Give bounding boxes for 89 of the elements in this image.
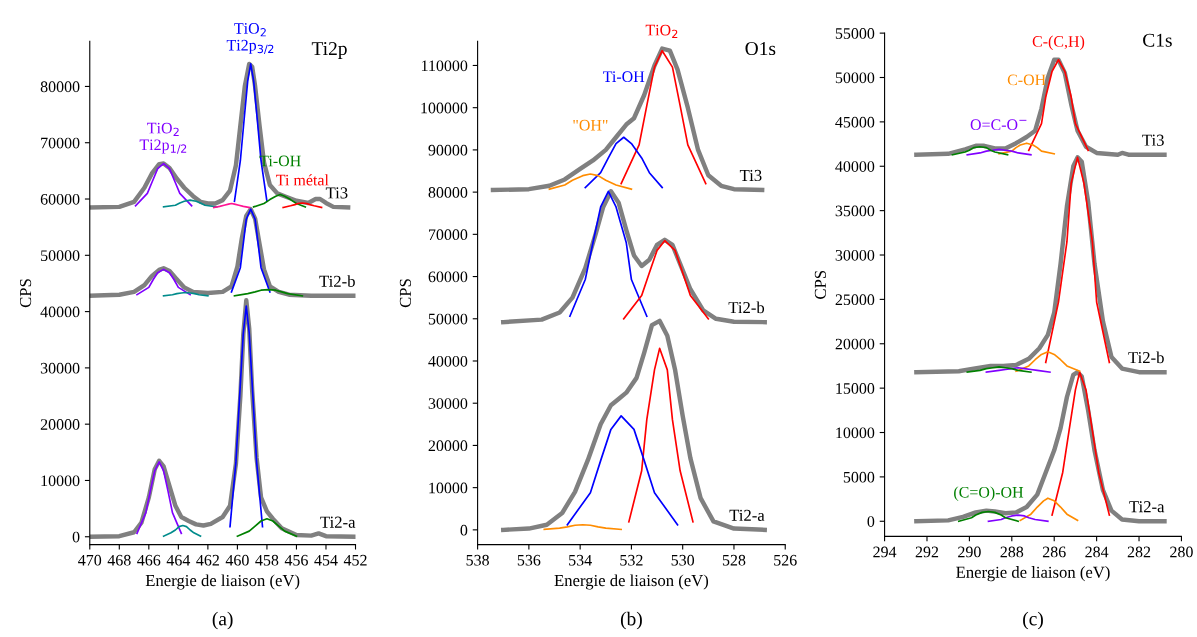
y-tick-label: 70000 xyxy=(429,229,468,241)
y-tick-label: 10000 xyxy=(41,475,80,487)
y-tick-label: 0 xyxy=(72,531,80,543)
y-axis-title: CPS xyxy=(19,279,32,308)
y-tick-label: 90000 xyxy=(428,144,468,156)
y-tick-label: 20000 xyxy=(40,419,80,430)
x-tick-label: 454 xyxy=(314,554,338,566)
y-axis-title: CPS xyxy=(814,270,826,299)
series-label: Ti métal xyxy=(276,174,329,186)
x-tick-label: 286 xyxy=(1042,546,1066,558)
y-tick-label: 80000 xyxy=(428,187,468,198)
x-axis-title: Energie de liaison (eV) xyxy=(956,566,1110,582)
y-tick-label: 60000 xyxy=(40,193,80,205)
y-tick-label: 55000 xyxy=(835,28,875,39)
y-tick-label: 40000 xyxy=(40,306,80,318)
chart-title: C1s xyxy=(1143,33,1172,47)
series-label: Ti3 xyxy=(325,187,348,199)
y-tick-label: 35000 xyxy=(835,205,875,217)
x-tick-label: 292 xyxy=(915,546,939,558)
x-tick-label: 288 xyxy=(1000,546,1024,558)
y-tick-label: 25000 xyxy=(835,294,875,306)
y-tick-label: 110000 xyxy=(421,60,468,72)
series-label: TiO$_{2}$ xyxy=(645,24,678,38)
x-tick-label: 282 xyxy=(1127,546,1151,558)
x-tick-label: 530 xyxy=(671,554,695,566)
x-tick-label: 464 xyxy=(166,554,191,566)
x-tick-label: 290 xyxy=(958,546,981,558)
y-tick-label: 50000 xyxy=(835,72,875,84)
series-label: Ti2-a xyxy=(320,516,356,528)
chart-title: Ti2p xyxy=(311,42,347,60)
x-tick-label: 280 xyxy=(1170,546,1193,558)
y-tick-label: 10000 xyxy=(836,427,875,439)
x-tick-label: 532 xyxy=(620,554,643,566)
x-tick-label: 526 xyxy=(774,554,797,566)
y-tick-label: 80000 xyxy=(40,81,80,93)
text: (b) xyxy=(620,611,642,630)
series-label: Ti2-b xyxy=(319,275,355,287)
series-label: Ti3 xyxy=(1142,134,1164,146)
series-label: Ti3 xyxy=(739,169,762,182)
x-tick-label: 462 xyxy=(196,554,219,566)
x-axis-title: Energie de liaison (eV) xyxy=(145,574,300,590)
y-tick-label: 30000 xyxy=(428,398,468,409)
text: (c) xyxy=(1023,611,1043,630)
y-tick-label: 5000 xyxy=(843,471,875,483)
y-tick-label: 20000 xyxy=(428,440,468,452)
x-tick-label: 284 xyxy=(1085,546,1109,558)
x-tick-label: 458 xyxy=(255,554,279,566)
chart-title: O1s xyxy=(745,42,776,56)
series-label: O=C-O$^{−}$ xyxy=(970,119,1027,131)
y-tick-label: 30000 xyxy=(40,362,80,374)
y-tick-label: 30000 xyxy=(835,249,875,261)
x-tick-label: 460 xyxy=(225,554,249,566)
series-label: Ti2-a xyxy=(729,509,765,521)
x-tick-label: 536 xyxy=(517,554,541,566)
y-tick-label: 20000 xyxy=(835,338,875,350)
text: (a) xyxy=(212,611,233,630)
y-tick-label: 70000 xyxy=(41,137,80,149)
x-tick-label: 470 xyxy=(78,554,102,566)
text: C-OH xyxy=(1007,74,1046,86)
y-tick-label: 50000 xyxy=(41,250,80,261)
y-tick-label: 40000 xyxy=(428,355,468,367)
x-tick-label: 452 xyxy=(343,554,367,566)
series-label: (C=O)-OH xyxy=(954,486,1024,501)
y-tick-label: 50000 xyxy=(428,313,468,325)
text: Ti-OH xyxy=(603,71,645,83)
y-tick-label: 0 xyxy=(867,516,875,527)
y-tick-label: 45000 xyxy=(835,116,875,128)
y-tick-label: 100000 xyxy=(421,102,468,114)
series-label: Ti2-b xyxy=(728,301,765,314)
y-tick-label: 15000 xyxy=(836,383,875,394)
series-label: Ti2-a xyxy=(1129,501,1165,513)
y-tick-label: 0 xyxy=(460,524,468,536)
y-tick-label: 10000 xyxy=(429,482,468,494)
y-tick-label: 60000 xyxy=(428,271,468,283)
y-axis-title: CPS xyxy=(399,279,412,308)
text: "OH" xyxy=(573,119,608,131)
x-tick-label: 534 xyxy=(569,554,592,566)
x-tick-label: 456 xyxy=(284,554,308,566)
y-tick-label: 40000 xyxy=(835,161,875,172)
x-tick-label: 294 xyxy=(873,546,897,558)
series-label: TiO$_{2}$ Ti2p$_{3/2}$ xyxy=(226,23,274,55)
x-tick-label: 528 xyxy=(722,554,746,566)
series-label: C-(C,H) xyxy=(1032,35,1085,51)
x-tick-label: 538 xyxy=(466,554,489,566)
series-label: Ti2-b xyxy=(1128,351,1164,364)
x-axis-title: Energie de liaison (eV) xyxy=(554,574,709,590)
x-tick-label: 466 xyxy=(137,554,161,566)
x-tick-label: 468 xyxy=(107,554,131,566)
series-label: TiO$_{2}$ Ti2p$_{1/2}$ xyxy=(139,122,187,154)
